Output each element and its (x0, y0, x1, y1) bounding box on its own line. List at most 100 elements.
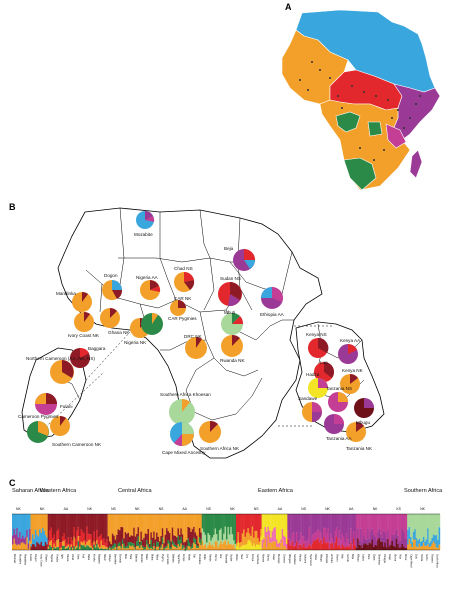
structure-bar-segment (412, 539, 415, 550)
structure-bar-segment (392, 514, 395, 538)
structure-bar-segment (291, 541, 294, 550)
structure-bar-segment (404, 538, 406, 549)
structure-bar-segment (414, 514, 416, 530)
structure-bar-segment (293, 514, 295, 533)
structure-bar-segment (76, 547, 78, 550)
population-label: Kongo (182, 554, 185, 562)
structure-bar-segment (352, 531, 355, 539)
structure-bar-segment (180, 536, 182, 544)
structure-bar-segment (280, 514, 282, 540)
population-label: Baggara (98, 554, 101, 564)
label-car-nk: CAR NK (174, 296, 192, 301)
population-label: Amhara (330, 554, 333, 563)
structure-bar-segment (79, 514, 81, 537)
structure-bar-segment (368, 542, 371, 550)
structure-bar-segment (99, 514, 101, 537)
structure-bar-segment (131, 514, 134, 536)
structure-bar-segment (375, 514, 378, 541)
structure-bar-segment (247, 514, 250, 529)
structure-bar-segment (417, 547, 419, 550)
structure-bar-segment (157, 536, 160, 543)
structure-bar-segment (434, 543, 436, 550)
structure-bar-segment (380, 514, 382, 534)
structure-bar-segment (143, 537, 145, 548)
structure-bar-segment (171, 540, 174, 545)
structure-bar-segment (33, 538, 36, 545)
population-label: Hema (214, 554, 217, 561)
structure-bar-segment (218, 514, 221, 531)
population-label: Nande (209, 554, 212, 562)
structure-bar-segment (287, 530, 289, 540)
structure-bar-segment (97, 514, 100, 538)
structure-bar-segment (114, 514, 117, 540)
structure-bar-segment (297, 541, 299, 549)
structure-bar-segment (253, 537, 255, 544)
structure-bar-segment (81, 514, 84, 532)
structure-bar-segment (186, 540, 188, 547)
structure-bar-segment (140, 531, 143, 542)
population-label: Ethiopia (325, 554, 328, 564)
structure-bar-segment (304, 514, 307, 542)
structure-bar-segment (310, 544, 312, 547)
structure-bar-segment (146, 534, 148, 541)
structure-bar-segment (278, 514, 281, 543)
structure-bar-segment (111, 545, 114, 549)
structure-bar-segment (101, 545, 104, 550)
structure-bar-segment (244, 536, 247, 546)
structure-bar-segment (411, 514, 414, 543)
structure-bar-segment (86, 514, 88, 527)
structure-bar-segment (93, 514, 95, 532)
structure-bar-segment (245, 532, 248, 545)
structure-bar-segment (281, 528, 284, 540)
structure-bar-segment (303, 536, 305, 544)
population-label: Hadza (298, 554, 301, 562)
structure-bar-segment (270, 537, 272, 543)
structure-bar-segment (131, 535, 134, 544)
label-fulani: Fulani (60, 404, 73, 409)
structure-bar-segment (372, 546, 375, 550)
structure-bar-segment (407, 544, 409, 550)
structure-bar-segment (117, 543, 120, 547)
structure-bar-segment (167, 540, 170, 544)
pie-southern-cameroon (50, 416, 70, 436)
structure-bar-segment (196, 535, 198, 545)
structure-bar-segment (168, 514, 171, 533)
structure-bar-segment (43, 530, 46, 547)
structure-bar-segment (258, 541, 261, 546)
structure-bar-segment (354, 514, 357, 541)
structure-bar-segment (60, 542, 63, 548)
structure-bar-segment (77, 527, 80, 537)
structure-bar-segment (74, 514, 77, 540)
pie-drc-nk (185, 337, 207, 359)
structure-bar-segment (300, 532, 302, 545)
structure-bar-segment (402, 531, 405, 547)
structure-bar-segment (96, 543, 98, 550)
structure-bar-segment (398, 547, 401, 550)
structure-bar-segment (69, 547, 71, 550)
structure-bar-segment (315, 514, 318, 531)
structure-bar-segment (241, 545, 244, 550)
structure-bar-segment (43, 514, 46, 531)
structure-bar-segment (67, 514, 70, 538)
structure-bar-segment (170, 547, 172, 549)
structure-bar-segment (119, 542, 121, 547)
structure-bar-segment (86, 542, 88, 546)
panel-c-structure-plot: Saharan Africa Western Africa Central Af… (12, 488, 443, 568)
population-label: Kotoko (92, 554, 95, 562)
structure-bar-segment (164, 546, 167, 549)
structure-bar-segment (156, 532, 158, 542)
structure-bar-segment (347, 514, 349, 540)
structure-bar-segment (203, 514, 205, 533)
label-hadza: Hadza (306, 372, 320, 377)
structure-bar-segment (371, 514, 374, 529)
structure-bar-segment (156, 541, 158, 547)
structure-bar-segment (381, 514, 384, 538)
structure-bar-segment (54, 548, 57, 550)
structure-bar-segment (427, 544, 429, 550)
structure-bar-segment (206, 547, 208, 550)
pie-cape-mixed (170, 422, 194, 447)
structure-bar-segment (146, 540, 148, 545)
structure-bar-segment (415, 546, 418, 550)
structure-bar-segment (73, 514, 75, 528)
structure-bar-segment (160, 545, 162, 548)
